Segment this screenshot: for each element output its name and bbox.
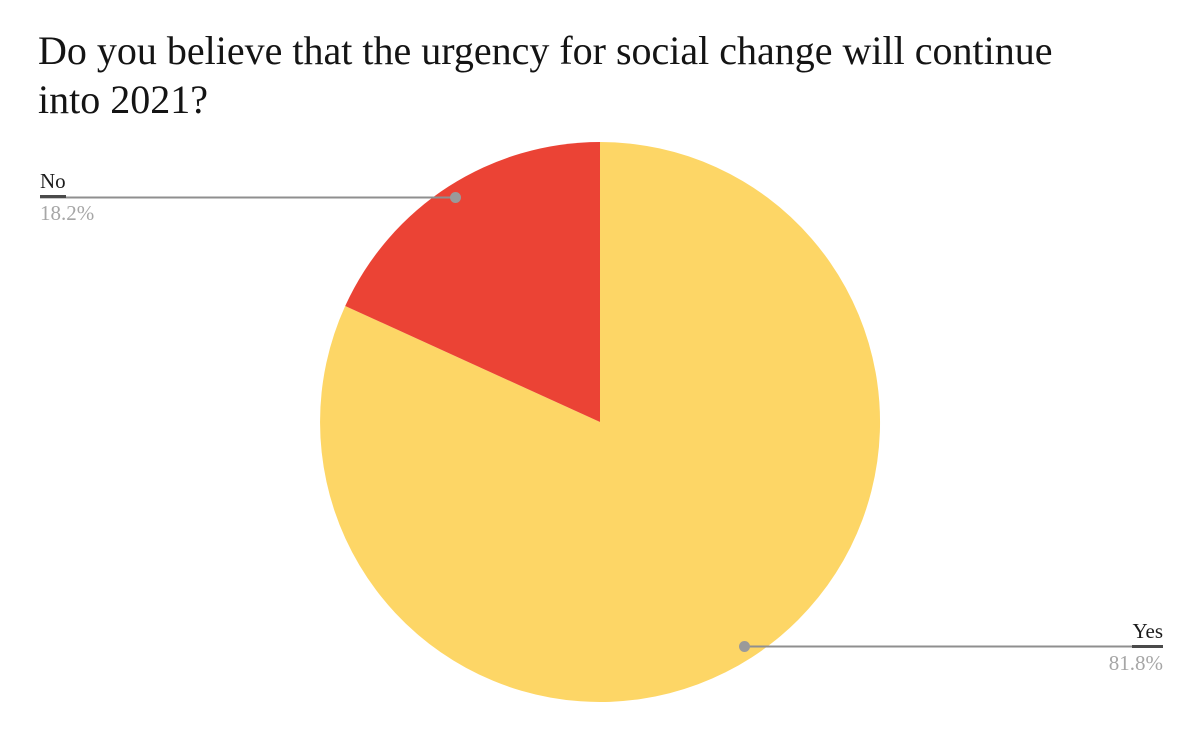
pie-label-no-text: No	[40, 169, 66, 199]
pie-slice-yes	[320, 142, 881, 702]
pie-slice-no	[345, 142, 600, 422]
pie-label-yes-pct: 81.8%	[1108, 650, 1163, 675]
pie-label-yes: Yes 81.8%	[1109, 619, 1163, 676]
chart-title-line1: Do you believe that the urgency for soci…	[38, 28, 1053, 73]
pie-label-no: No 18.2%	[40, 169, 94, 226]
leader-dot-no	[450, 192, 461, 203]
pie-label-no-pct: 18.2%	[40, 201, 95, 226]
chart-title: Do you believe that the urgency for soci…	[38, 26, 1178, 124]
chart-title-line2: into 2021?	[38, 77, 208, 122]
pie-label-yes-text: Yes	[1132, 619, 1163, 648]
leader-dot-yes	[739, 641, 750, 652]
